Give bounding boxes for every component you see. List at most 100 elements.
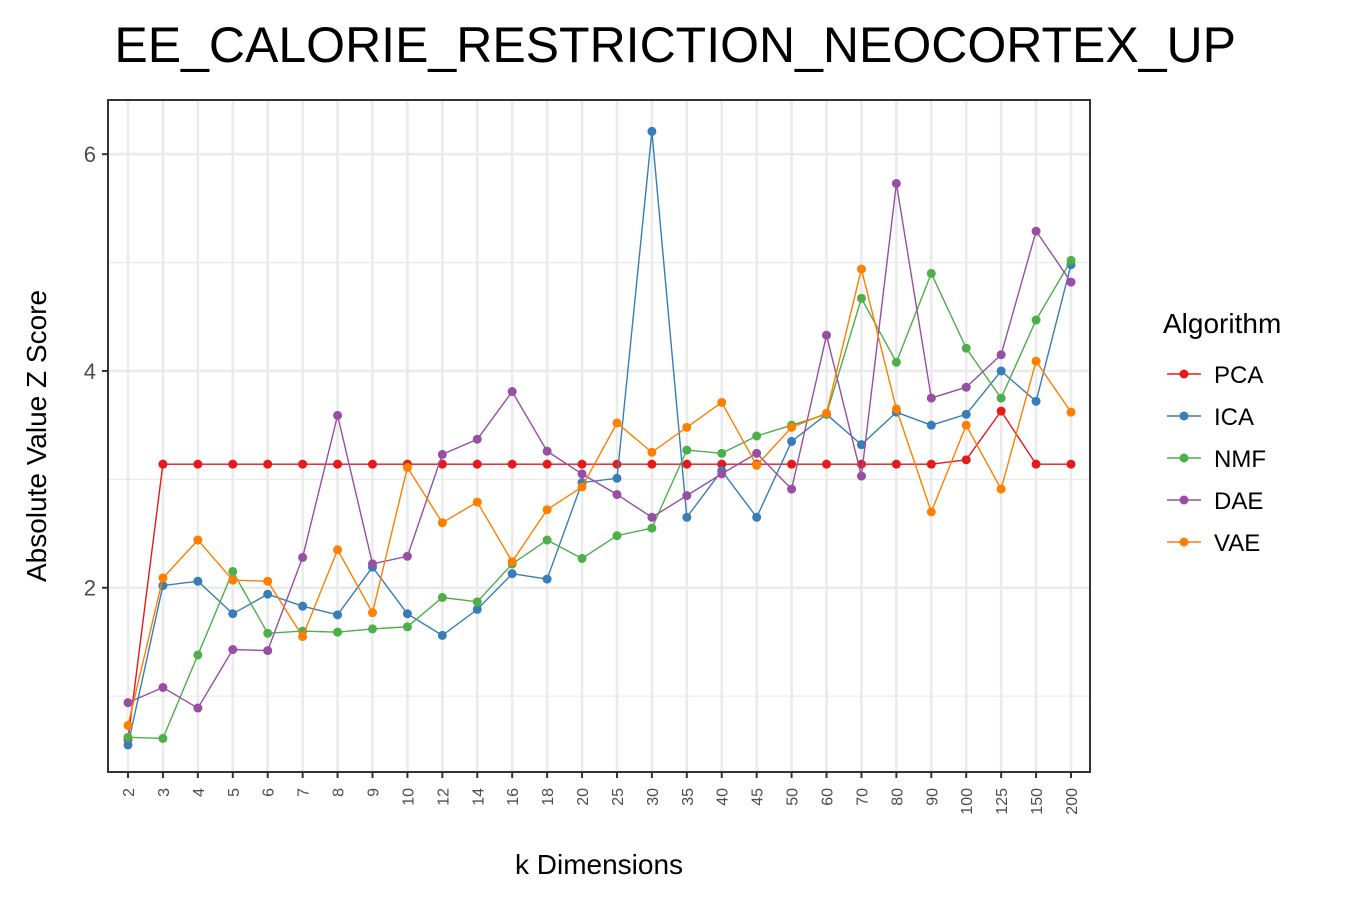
data-point	[856, 471, 866, 481]
data-point	[472, 459, 482, 469]
legend-item-vae: VAE	[1167, 530, 1260, 557]
panel-background	[108, 100, 1090, 772]
x-tick-label: 150	[1029, 788, 1046, 815]
data-point	[612, 473, 622, 483]
x-tick-label: 3	[156, 788, 173, 797]
x-tick-label: 12	[435, 788, 452, 806]
data-point	[717, 459, 727, 469]
legend-point	[1179, 411, 1189, 421]
data-point	[856, 440, 866, 450]
data-point	[926, 393, 936, 403]
data-point	[647, 459, 657, 469]
data-point	[158, 459, 168, 469]
x-tick-label: 100	[959, 788, 976, 815]
data-point	[228, 575, 238, 585]
data-point	[298, 601, 308, 611]
data-point	[1031, 396, 1041, 406]
data-point	[682, 445, 692, 455]
x-tick-label: 18	[540, 788, 557, 806]
data-point	[437, 449, 447, 459]
data-point	[1066, 459, 1076, 469]
x-tick-label: 8	[331, 788, 348, 797]
data-point	[158, 682, 168, 692]
data-point	[402, 551, 412, 561]
x-tick-label: 125	[994, 788, 1011, 815]
legend-point	[1179, 537, 1189, 547]
data-point	[961, 409, 971, 419]
data-point	[961, 382, 971, 392]
x-tick-label: 40	[715, 788, 732, 806]
data-point	[402, 462, 412, 472]
panel-border	[107, 99, 1091, 773]
series-line-nmf	[127, 260, 1072, 740]
x-tick-label: 5	[226, 788, 243, 797]
data-point	[158, 733, 168, 743]
data-point	[612, 418, 622, 428]
data-point	[263, 646, 273, 656]
data-point	[787, 459, 797, 469]
data-point	[1031, 356, 1041, 366]
data-point	[577, 469, 587, 479]
data-point	[717, 448, 727, 458]
legend-item-pca: PCA	[1167, 362, 1263, 389]
series-line-vae	[127, 268, 1072, 726]
data-point	[263, 628, 273, 638]
data-point	[228, 609, 238, 619]
legend-label: ICA	[1214, 404, 1254, 431]
data-point	[996, 393, 1006, 403]
data-point	[228, 566, 238, 576]
data-point	[542, 535, 552, 545]
data-point	[507, 557, 517, 567]
data-point	[822, 408, 832, 418]
data-point	[367, 559, 377, 569]
data-point	[263, 576, 273, 586]
data-point	[193, 459, 203, 469]
data-point	[926, 459, 936, 469]
data-point	[333, 627, 343, 637]
data-point	[367, 608, 377, 618]
series-line-pca	[127, 409, 1071, 740]
data-point	[787, 422, 797, 432]
data-point	[507, 569, 517, 579]
data-point	[926, 420, 936, 430]
data-point	[856, 264, 866, 274]
y-tick-label: 4	[84, 359, 96, 384]
data-point	[752, 460, 762, 470]
series-line-ica	[127, 131, 1072, 746]
legend-item-nmf: NMF	[1167, 446, 1266, 473]
data-point	[752, 431, 762, 441]
data-point	[577, 553, 587, 563]
data-point	[437, 630, 447, 640]
data-point	[717, 469, 727, 479]
x-tick-label: 45	[750, 788, 767, 806]
data-point	[647, 512, 657, 522]
y-tick-label: 6	[84, 142, 96, 167]
data-point	[682, 459, 692, 469]
series-dae	[123, 178, 1076, 713]
data-point	[193, 535, 203, 545]
legend-point	[1179, 369, 1189, 379]
x-tick-label: 9	[365, 788, 382, 797]
legend-label: NMF	[1214, 446, 1266, 473]
legend-item-dae: DAE	[1167, 488, 1263, 515]
data-point	[472, 497, 482, 507]
data-point	[647, 523, 657, 533]
data-point	[752, 448, 762, 458]
data-point	[263, 589, 273, 599]
data-point	[228, 645, 238, 655]
data-point	[577, 459, 587, 469]
legend-point	[1179, 453, 1189, 463]
data-point	[682, 422, 692, 432]
data-point	[647, 447, 657, 457]
legend-label: DAE	[1214, 488, 1263, 515]
legend-label: VAE	[1214, 530, 1260, 557]
x-tick-label: 10	[400, 788, 417, 806]
data-point	[333, 545, 343, 555]
legend: Algorithm PCA ICA NMF DAE VAE	[1163, 308, 1281, 557]
data-point	[263, 459, 273, 469]
data-point	[996, 406, 1006, 416]
data-point	[542, 446, 552, 456]
legend-item-ica: ICA	[1167, 404, 1254, 431]
y-axis-title: Absolute Value Z Score	[21, 290, 52, 582]
